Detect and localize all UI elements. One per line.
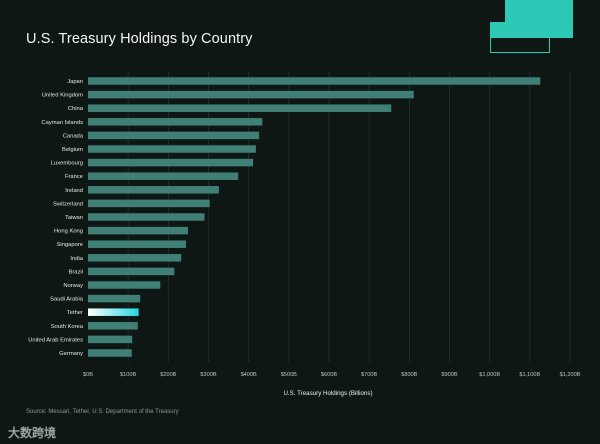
x-tick-label: $300B (200, 372, 216, 378)
category-label: Norway (63, 283, 83, 289)
bar (88, 213, 205, 221)
bar (88, 172, 239, 180)
gridlines (127, 72, 571, 362)
bar (88, 226, 189, 235)
bar (88, 254, 182, 262)
category-label: Cayman Islands (41, 120, 83, 126)
category-label: South Korea (51, 324, 84, 330)
category-label: France (65, 174, 83, 180)
category-label: Hong Kong (54, 229, 83, 235)
decorative-overlap-block (490, 22, 505, 38)
category-label: India (70, 256, 83, 262)
category-label: Brazil (69, 269, 84, 275)
category-label: Tether (67, 310, 83, 316)
category-label: Germany (59, 351, 83, 357)
bar (88, 294, 141, 303)
bar (88, 322, 138, 330)
category-label: Saudi Arabia (50, 297, 84, 303)
bars (88, 77, 541, 357)
x-tick-label: $600B (321, 372, 337, 378)
x-tick-label: $1,100B (519, 372, 540, 378)
x-tick-label: $800B (401, 372, 417, 378)
bar (88, 118, 263, 126)
bar (88, 349, 132, 357)
category-label: Switzerland (53, 201, 83, 207)
category-label: United Arab Emirates (28, 337, 83, 343)
source-note: Source: Messari, Tether, U.S. Department… (26, 409, 179, 415)
category-label: China (68, 106, 84, 112)
x-tick-label: $500B (281, 372, 297, 378)
x-tick-label: $0B (83, 372, 93, 378)
category-label: United Kingdom (42, 93, 83, 99)
bar (88, 267, 175, 276)
bar (88, 281, 161, 289)
x-tick-label: $1,200B (560, 372, 581, 378)
category-label: Luxembourg (51, 161, 83, 167)
category-labels: Japan United Kingdom China Cayman Islands Ca… (28, 79, 84, 357)
x-tick-label: $1,000B (479, 372, 500, 378)
bar-highlight (88, 308, 139, 316)
bar (88, 90, 414, 99)
x-tick-label: $100B (120, 372, 136, 378)
category-label: Singapore (57, 242, 83, 248)
x-axis-label: U.S. Treasury Holdings (Billions) (283, 390, 372, 397)
category-label: Canada (63, 133, 84, 139)
chart-title: U.S. Treasury Holdings by Country (26, 31, 253, 47)
category-label: Belgium (62, 147, 83, 153)
x-tick-label: $900B (441, 372, 457, 378)
bar (88, 335, 133, 344)
bar (88, 77, 541, 85)
category-label: Japan (67, 79, 83, 85)
bar (88, 186, 219, 194)
x-tick-label: $200B (160, 372, 176, 378)
decorative-accent-block (505, 0, 573, 38)
watermark-logo: 大数跨境 (8, 426, 57, 440)
bar (88, 145, 256, 153)
bar (88, 158, 254, 167)
category-label: Taiwan (65, 215, 83, 221)
x-axis-ticks: $0B $100B $200B $300B $400B $500B $600B $700B $8… (83, 372, 581, 378)
x-tick-label: $400B (241, 372, 257, 378)
bar (88, 104, 392, 112)
bar (88, 199, 210, 208)
bar (88, 131, 260, 140)
bar (88, 240, 187, 248)
x-tick-label: $700B (361, 372, 377, 378)
category-label: Ireland (65, 188, 83, 194)
